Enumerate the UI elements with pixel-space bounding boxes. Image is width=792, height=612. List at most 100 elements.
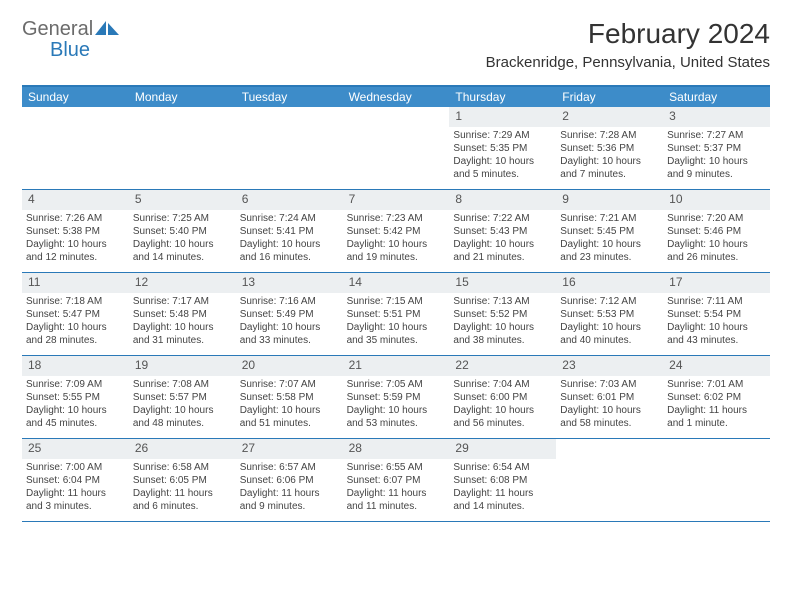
day-number: 19 [129,356,236,376]
weekday-cell: Friday [556,90,663,104]
day-cell [663,439,770,521]
week-row: 25Sunrise: 7:00 AMSunset: 6:04 PMDayligh… [22,439,770,522]
day-sunrise: Sunrise: 7:03 AM [560,378,659,391]
day-cell: 4Sunrise: 7:26 AMSunset: 5:38 PMDaylight… [22,190,129,272]
day-sunset: Sunset: 6:02 PM [667,391,766,404]
day-daylight2: and 21 minutes. [453,251,552,264]
day-daylight1: Daylight: 11 hours [240,487,339,500]
day-sunrise: Sunrise: 7:00 AM [26,461,125,474]
day-sunset: Sunset: 5:57 PM [133,391,232,404]
day-daylight2: and 51 minutes. [240,417,339,430]
day-daylight2: and 38 minutes. [453,334,552,347]
day-daylight1: Daylight: 10 hours [560,155,659,168]
day-daylight1: Daylight: 10 hours [453,404,552,417]
day-sunset: Sunset: 5:38 PM [26,225,125,238]
weekday-cell: Monday [129,90,236,104]
title-block: February 2024 Brackenridge, Pennsylvania… [486,18,770,71]
day-cell: 10Sunrise: 7:20 AMSunset: 5:46 PMDayligh… [663,190,770,272]
day-sunset: Sunset: 5:45 PM [560,225,659,238]
day-cell: 23Sunrise: 7:03 AMSunset: 6:01 PMDayligh… [556,356,663,438]
day-daylight1: Daylight: 10 hours [26,404,125,417]
day-number: 6 [236,190,343,210]
day-daylight1: Daylight: 11 hours [347,487,446,500]
day-sunset: Sunset: 5:41 PM [240,225,339,238]
day-daylight2: and 11 minutes. [347,500,446,513]
day-number: 9 [556,190,663,210]
day-daylight1: Daylight: 10 hours [667,321,766,334]
day-daylight2: and 16 minutes. [240,251,339,264]
day-daylight2: and 45 minutes. [26,417,125,430]
day-number: 2 [556,107,663,127]
day-sunrise: Sunrise: 7:12 AM [560,295,659,308]
day-daylight1: Daylight: 10 hours [240,321,339,334]
day-daylight1: Daylight: 10 hours [347,321,446,334]
day-sunset: Sunset: 6:05 PM [133,474,232,487]
day-cell: 11Sunrise: 7:18 AMSunset: 5:47 PMDayligh… [22,273,129,355]
day-daylight2: and 35 minutes. [347,334,446,347]
day-daylight1: Daylight: 11 hours [667,404,766,417]
month-title: February 2024 [486,18,770,50]
day-sunset: Sunset: 5:37 PM [667,142,766,155]
day-daylight1: Daylight: 10 hours [240,238,339,251]
day-daylight2: and 58 minutes. [560,417,659,430]
day-daylight1: Daylight: 10 hours [667,238,766,251]
day-sunrise: Sunrise: 7:27 AM [667,129,766,142]
day-sunset: Sunset: 5:54 PM [667,308,766,321]
day-daylight1: Daylight: 10 hours [667,155,766,168]
day-cell: 13Sunrise: 7:16 AMSunset: 5:49 PMDayligh… [236,273,343,355]
day-cell: 18Sunrise: 7:09 AMSunset: 5:55 PMDayligh… [22,356,129,438]
day-number: 8 [449,190,556,210]
day-sunset: Sunset: 6:04 PM [26,474,125,487]
day-daylight2: and 40 minutes. [560,334,659,347]
week-row: 4Sunrise: 7:26 AMSunset: 5:38 PMDaylight… [22,190,770,273]
day-cell: 15Sunrise: 7:13 AMSunset: 5:52 PMDayligh… [449,273,556,355]
weeks-container: 1Sunrise: 7:29 AMSunset: 5:35 PMDaylight… [22,107,770,522]
weekday-cell: Wednesday [343,90,450,104]
day-daylight2: and 14 minutes. [453,500,552,513]
day-daylight1: Daylight: 10 hours [26,321,125,334]
day-sunrise: Sunrise: 7:07 AM [240,378,339,391]
day-sunset: Sunset: 6:08 PM [453,474,552,487]
day-sunrise: Sunrise: 6:58 AM [133,461,232,474]
day-sunrise: Sunrise: 7:24 AM [240,212,339,225]
day-number: 10 [663,190,770,210]
day-number: 17 [663,273,770,293]
day-number: 23 [556,356,663,376]
day-cell: 29Sunrise: 6:54 AMSunset: 6:08 PMDayligh… [449,439,556,521]
day-cell: 28Sunrise: 6:55 AMSunset: 6:07 PMDayligh… [343,439,450,521]
day-sunset: Sunset: 5:53 PM [560,308,659,321]
weekday-cell: Saturday [663,90,770,104]
day-number: 24 [663,356,770,376]
day-number: 7 [343,190,450,210]
day-number: 21 [343,356,450,376]
day-sunrise: Sunrise: 7:13 AM [453,295,552,308]
day-sunrise: Sunrise: 7:26 AM [26,212,125,225]
day-sunset: Sunset: 5:35 PM [453,142,552,155]
day-daylight1: Daylight: 10 hours [133,404,232,417]
day-daylight2: and 23 minutes. [560,251,659,264]
day-sunset: Sunset: 5:58 PM [240,391,339,404]
day-cell [22,107,129,189]
day-cell: 20Sunrise: 7:07 AMSunset: 5:58 PMDayligh… [236,356,343,438]
day-sunset: Sunset: 6:00 PM [453,391,552,404]
day-number: 11 [22,273,129,293]
day-daylight2: and 14 minutes. [133,251,232,264]
day-daylight2: and 33 minutes. [240,334,339,347]
day-sunrise: Sunrise: 7:05 AM [347,378,446,391]
day-daylight2: and 1 minute. [667,417,766,430]
day-sunset: Sunset: 6:01 PM [560,391,659,404]
day-daylight1: Daylight: 10 hours [560,238,659,251]
day-sunrise: Sunrise: 6:55 AM [347,461,446,474]
day-daylight2: and 48 minutes. [133,417,232,430]
day-number: 28 [343,439,450,459]
day-daylight1: Daylight: 11 hours [133,487,232,500]
day-sunrise: Sunrise: 6:57 AM [240,461,339,474]
day-sunrise: Sunrise: 7:04 AM [453,378,552,391]
day-daylight2: and 9 minutes. [667,168,766,181]
calendar: SundayMondayTuesdayWednesdayThursdayFrid… [22,85,770,522]
day-sunset: Sunset: 5:42 PM [347,225,446,238]
day-cell: 19Sunrise: 7:08 AMSunset: 5:57 PMDayligh… [129,356,236,438]
day-cell: 5Sunrise: 7:25 AMSunset: 5:40 PMDaylight… [129,190,236,272]
day-daylight2: and 6 minutes. [133,500,232,513]
day-sunset: Sunset: 5:52 PM [453,308,552,321]
